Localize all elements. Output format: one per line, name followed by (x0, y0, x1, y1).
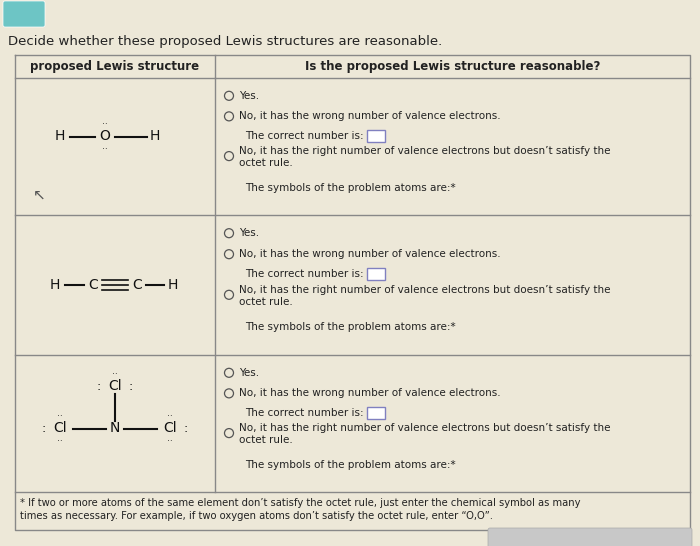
Text: H: H (150, 129, 160, 144)
FancyBboxPatch shape (367, 407, 385, 419)
Text: :: : (184, 422, 188, 435)
Text: O: O (99, 129, 111, 144)
Text: ··: ·· (102, 120, 108, 129)
Text: C: C (88, 278, 98, 292)
Text: ··: ·· (57, 412, 63, 421)
Text: No, it has the right number of valence electrons but doesn’t satisfy the: No, it has the right number of valence e… (239, 423, 610, 433)
Text: ··: ·· (112, 370, 118, 379)
Text: Cl: Cl (108, 379, 122, 394)
Text: Is the proposed Lewis structure reasonable?: Is the proposed Lewis structure reasonab… (304, 60, 600, 73)
Text: N: N (110, 422, 120, 436)
Text: Yes.: Yes. (239, 91, 259, 101)
Text: octet rule.: octet rule. (239, 158, 293, 168)
Text: Yes.: Yes. (239, 368, 259, 378)
FancyBboxPatch shape (3, 1, 45, 27)
Text: Cl: Cl (163, 422, 177, 436)
Text: Cl: Cl (53, 422, 66, 436)
FancyBboxPatch shape (367, 129, 385, 141)
Text: H: H (55, 129, 65, 144)
Text: ··: ·· (167, 437, 173, 446)
Text: The correct number is:: The correct number is: (245, 130, 363, 140)
Text: * If two or more atoms of the same element don’t satisfy the octet rule, just en: * If two or more atoms of the same eleme… (20, 498, 580, 508)
Text: No, it has the right number of valence electrons but doesn’t satisfy the: No, it has the right number of valence e… (239, 146, 610, 156)
Text: No, it has the right number of valence electrons but doesn’t satisfy the: No, it has the right number of valence e… (239, 285, 610, 295)
Text: The correct number is:: The correct number is: (245, 407, 363, 418)
Text: ↺: ↺ (645, 532, 655, 545)
Text: ··: ·· (57, 437, 63, 446)
Text: No, it has the wrong number of valence electrons.: No, it has the wrong number of valence e… (239, 111, 500, 121)
Text: The correct number is:: The correct number is: (245, 269, 363, 279)
Text: :: : (129, 380, 133, 393)
Text: :: : (42, 422, 46, 435)
Text: H: H (168, 278, 178, 292)
Text: ··: ·· (102, 145, 108, 154)
Text: The symbols of the problem atoms are:*: The symbols of the problem atoms are:* (245, 322, 456, 332)
Text: octet rule.: octet rule. (239, 435, 293, 445)
Text: No, it has the wrong number of valence electrons.: No, it has the wrong number of valence e… (239, 388, 500, 399)
Text: The symbols of the problem atoms are:*: The symbols of the problem atoms are:* (245, 460, 456, 470)
Text: :: : (97, 380, 101, 393)
Text: No, it has the wrong number of valence electrons.: No, it has the wrong number of valence e… (239, 249, 500, 259)
Text: Yes.: Yes. (239, 228, 259, 238)
Text: C: C (132, 278, 142, 292)
Text: v: v (20, 9, 28, 21)
FancyBboxPatch shape (488, 528, 692, 546)
Text: ↖: ↖ (33, 187, 46, 203)
Text: ··: ·· (167, 412, 173, 421)
Text: X: X (556, 532, 564, 545)
Text: proposed Lewis structure: proposed Lewis structure (30, 60, 200, 73)
Text: H: H (50, 278, 60, 292)
Text: The symbols of the problem atoms are:*: The symbols of the problem atoms are:* (245, 182, 456, 193)
Text: times as necessary. For example, if two oxygen atoms don’t satisfy the octet rul: times as necessary. For example, if two … (20, 511, 493, 521)
Text: octet rule.: octet rule. (239, 297, 293, 307)
FancyBboxPatch shape (367, 268, 385, 280)
Text: Decide whether these proposed Lewis structures are reasonable.: Decide whether these proposed Lewis stru… (8, 35, 442, 48)
